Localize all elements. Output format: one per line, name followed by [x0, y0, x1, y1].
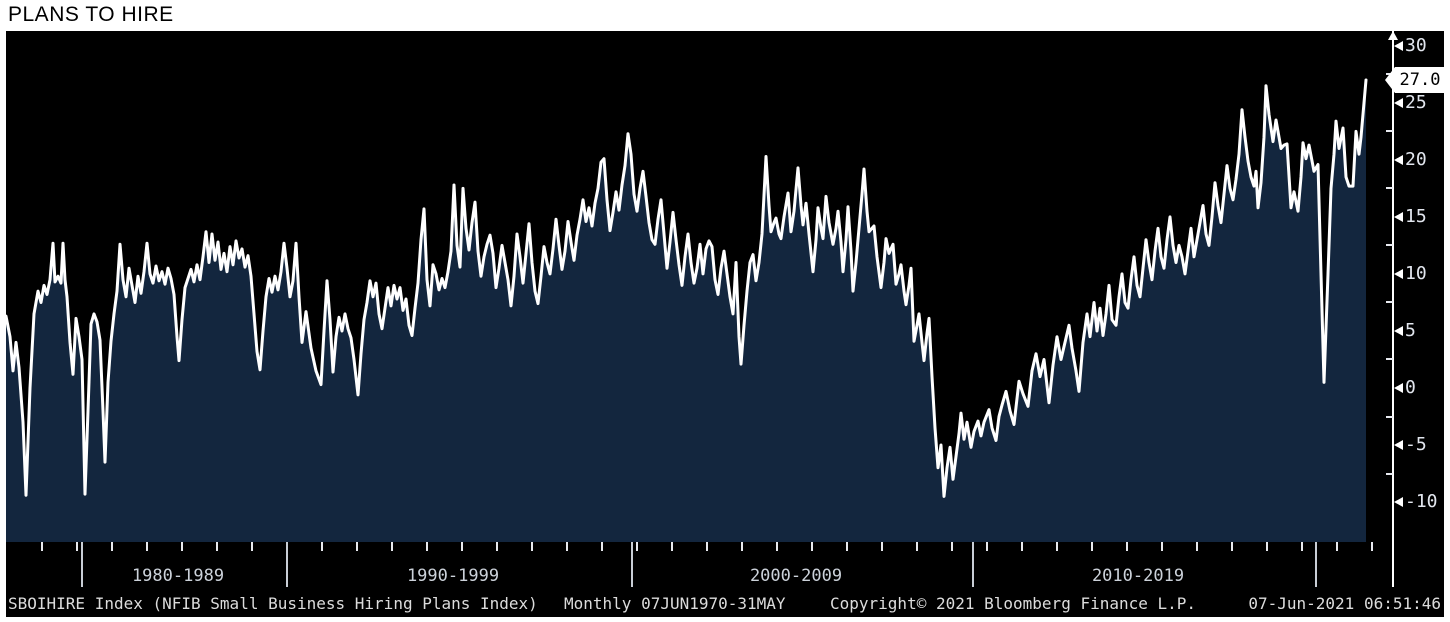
hiring-plans-line-chart: [4, 78, 1368, 542]
status-bar: SBOIHIRE Index (NFIB Small Business Hiri…: [6, 594, 1444, 616]
x-minor-tick: [321, 542, 323, 551]
x-minor-tick: [566, 542, 568, 551]
y-major-tick: [1394, 211, 1403, 222]
y-minor-tick: [1386, 358, 1393, 361]
x-minor-tick: [41, 542, 43, 551]
decade-label: 1990-1999: [406, 566, 500, 586]
x-minor-tick: [76, 542, 78, 551]
x-minor-tick: [181, 542, 183, 551]
decade-label: 2000-2009: [749, 566, 843, 586]
decade-divider: [81, 542, 83, 587]
y-major-tick: [1394, 154, 1403, 165]
decade-label: 2010-2019: [1091, 566, 1185, 586]
y-major-tick: [1394, 383, 1403, 393]
chart-area: 30 25 20 15 10 5 0 -5 -10 1980-1989 1990-1999 2000…: [4, 31, 1445, 617]
x-minor-tick: [881, 542, 883, 551]
x-minor-tick: [741, 542, 743, 551]
x-minor-tick: [496, 542, 498, 551]
x-minor-tick: [951, 542, 953, 551]
x-minor-tick: [636, 542, 638, 551]
y-minor-tick: [1386, 187, 1393, 190]
x-minor-tick: [1336, 542, 1338, 551]
y-tick-label: 0: [1405, 377, 1416, 398]
decade-label: 1980-1989: [131, 566, 225, 586]
x-minor-tick: [1021, 542, 1023, 551]
y-tick-label: -5: [1405, 434, 1427, 456]
decade-divider: [631, 542, 633, 587]
x-minor-tick: [1126, 542, 1128, 551]
x-minor-tick: [391, 542, 393, 551]
x-minor-tick: [1161, 542, 1163, 551]
x-minor-tick: [671, 542, 673, 551]
y-minor-tick: [1386, 130, 1393, 133]
y-minor-tick: [1386, 472, 1393, 475]
y-tick-label: 15: [1405, 205, 1427, 227]
x-minor-tick: [1266, 542, 1268, 551]
y-major-tick: [1394, 268, 1403, 279]
y-tick-label: 25: [1405, 91, 1427, 113]
x-minor-tick: [601, 542, 603, 551]
x-minor-tick: [846, 542, 848, 551]
decade-divider: [972, 542, 974, 587]
x-minor-tick: [1301, 542, 1303, 551]
x-minor-tick: [706, 542, 708, 551]
x-minor-tick: [916, 542, 918, 551]
last-price-tag-pointer: [1385, 67, 1395, 94]
y-tick-label: 10: [1405, 262, 1427, 284]
y-major-tick: [1394, 325, 1403, 336]
x-minor-tick: [1196, 542, 1198, 551]
x-minor-tick: [531, 542, 533, 551]
x-minor-tick: [811, 542, 813, 551]
y-major-tick: [1394, 440, 1403, 451]
y-axis-line: [1392, 31, 1394, 587]
axis-top-arrow-icon: [1388, 31, 1398, 40]
terminal-datetime: 07-Jun-2021 06:51:46: [1248, 594, 1441, 613]
x-minor-tick: [216, 542, 218, 551]
x-minor-tick: [1091, 542, 1093, 551]
price-line: [4, 78, 1368, 498]
y-tick-label: 5: [1405, 319, 1416, 341]
page-title: PLANS TO HIRE: [8, 3, 174, 26]
decade-divider: [286, 542, 288, 587]
y-minor-tick: [1386, 301, 1393, 304]
y-tick-label: 30: [1405, 34, 1427, 56]
x-minor-tick: [461, 542, 463, 551]
x-minor-tick: [111, 542, 113, 551]
x-minor-tick: [1371, 542, 1373, 551]
decade-divider: [1315, 542, 1317, 587]
y-major-tick: [1394, 97, 1403, 108]
y-tick-label: 20: [1405, 148, 1427, 170]
y-tick-label: -10: [1405, 491, 1438, 513]
last-price-tag: 27.0: [1395, 67, 1445, 94]
copyright-notice: Copyright© 2021 Bloomberg Finance L.P.: [830, 594, 1197, 613]
x-minor-tick: [356, 542, 358, 551]
x-minor-tick: [146, 542, 148, 551]
ticker-description: SBOIHIRE Index (NFIB Small Business Hiri…: [8, 594, 538, 613]
periodicity-range: Monthly 07JUN1970-31MAY: [564, 594, 786, 613]
y-minor-tick: [1386, 415, 1393, 418]
x-minor-tick: [776, 542, 778, 551]
x-minor-tick: [251, 542, 253, 551]
x-minor-tick: [1231, 542, 1233, 551]
area-fill: [6, 80, 1366, 542]
x-minor-tick: [1056, 542, 1058, 551]
y-major-tick: [1394, 40, 1403, 51]
x-minor-tick: [986, 542, 988, 551]
y-minor-tick: [1386, 244, 1393, 247]
x-minor-tick: [426, 542, 428, 551]
plot-region: [4, 31, 1393, 547]
y-major-tick: [1394, 497, 1403, 508]
